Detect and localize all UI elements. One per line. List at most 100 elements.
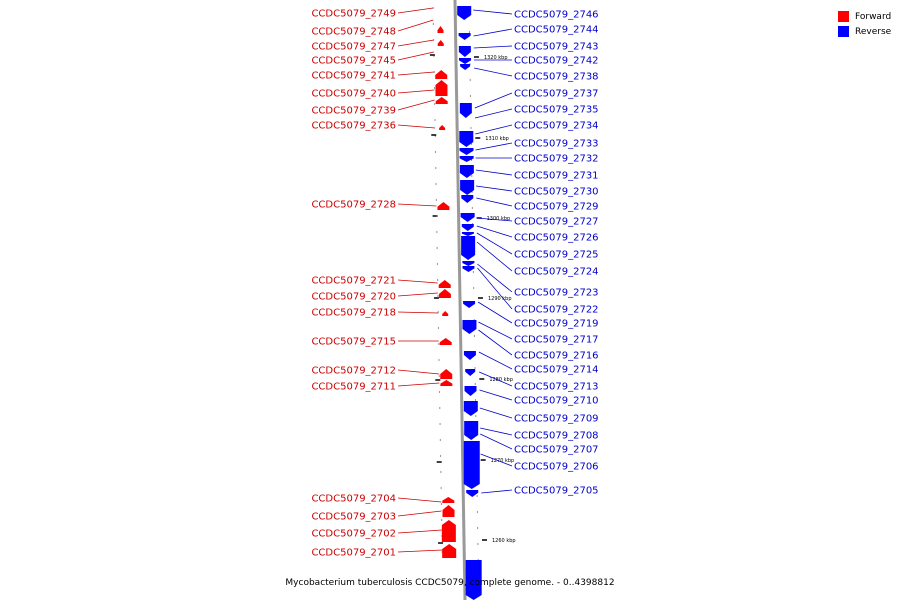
reverse-gene-label: CCDC5079_2705 — [514, 486, 599, 497]
reverse-gene-label: CCDC5079_2730 — [514, 187, 599, 198]
reverse-gene-glyph — [463, 401, 478, 416]
reverse-gene-label: CCDC5079_2735 — [514, 105, 599, 116]
reverse-leader-line — [474, 67, 513, 77]
reverse-gene-glyph — [460, 64, 471, 70]
forward-gene-glyph — [435, 97, 448, 104]
reverse-gene-label: CCDC5079_2717 — [514, 335, 599, 346]
scale-tick-label: 1290 kbp — [488, 296, 512, 302]
reverse-gene-label: CCDC5079_2738 — [514, 72, 599, 83]
reverse-gene-label: CCDC5079_2706 — [514, 462, 599, 473]
forward-gene-label: CCDC5079_2712 — [311, 366, 396, 377]
guide-dot — [475, 415, 477, 417]
reverse-gene-label: CCDC5079_2744 — [514, 25, 599, 36]
scale-tick-label: 1270 kbp — [491, 458, 515, 464]
forward-gene-label: CCDC5079_2715 — [311, 337, 396, 348]
forward-leader-line — [397, 89, 435, 94]
reverse-gene-label: CCDC5079_2746 — [514, 10, 599, 21]
forward-leader-line — [397, 549, 443, 553]
reverse-leader-line — [480, 427, 513, 436]
gene-layer — [435, 6, 482, 600]
guide-dot — [440, 503, 442, 505]
guide-dot — [438, 343, 440, 345]
forward-gene-glyph — [435, 80, 448, 96]
guide-dot — [433, 87, 436, 89]
forward-gene-label: CCDC5079_2703 — [311, 512, 396, 523]
reverse-gene-glyph — [463, 351, 476, 360]
reverse-leader-line — [476, 217, 513, 222]
guide-dot — [471, 207, 473, 209]
guide-dot — [437, 327, 440, 329]
forward-leader-line — [397, 311, 439, 314]
forward-leader-line — [397, 124, 436, 129]
reverse-leader-line — [476, 232, 513, 255]
guide-dot — [436, 231, 438, 233]
forward-gene-glyph — [439, 338, 452, 345]
reverse-gene-label: CCDC5079_2716 — [514, 351, 599, 362]
forward-gene-label: CCDC5079_2739 — [311, 106, 396, 117]
forward-leader-line — [397, 292, 438, 297]
reverse-leader-line — [480, 433, 513, 450]
reverse-gene-glyph — [460, 180, 475, 195]
reverse-gene-glyph — [464, 386, 477, 396]
reverse-leader-line — [476, 185, 513, 192]
reverse-gene-label: CCDC5079_2729 — [514, 202, 599, 213]
reverse-leader-line — [478, 351, 513, 370]
reverse-gene-label: CCDC5079_2714 — [514, 365, 599, 376]
guide-dot — [476, 511, 478, 513]
reverse-leader-line — [481, 489, 513, 494]
reverse-gene-glyph — [459, 131, 474, 147]
guide-dot — [477, 527, 479, 529]
forward-gene-glyph — [441, 520, 456, 542]
reverse-gene-glyph — [459, 165, 474, 178]
forward-gene-glyph — [440, 380, 453, 386]
reverse-gene-glyph — [466, 490, 479, 497]
reverse-gene-label: CCDC5079_2719 — [514, 319, 599, 330]
scale-tick-label: 1320 kbp — [484, 55, 508, 61]
forward-gene-label: CCDC5079_2745 — [311, 56, 396, 67]
forward-gene-label: CCDC5079_2718 — [311, 308, 396, 319]
reverse-leader-line — [478, 321, 513, 340]
forward-leader-line — [397, 369, 440, 375]
reverse-gene-glyph — [461, 232, 474, 236]
forward-gene-glyph — [440, 369, 453, 379]
reverse-leader-line — [477, 263, 513, 293]
guide-dot — [435, 199, 437, 201]
forward-gene-label: CCDC5079_2736 — [311, 121, 396, 132]
forward-gene-glyph — [437, 26, 444, 33]
reverse-swatch — [838, 26, 849, 37]
forward-leader-line — [397, 19, 434, 32]
reverse-gene-label: CCDC5079_2707 — [514, 445, 599, 456]
reverse-leader-line — [479, 371, 513, 387]
scale-tick-label: 1300 kbp — [487, 216, 511, 222]
forward-gene-glyph — [437, 202, 450, 210]
forward-leader-line — [397, 71, 435, 76]
legend: Forward Reverse — [838, 9, 891, 39]
reverse-leader-line — [479, 407, 513, 419]
guide-dot — [440, 455, 442, 457]
reverse-leader-line — [474, 108, 513, 119]
guide-dot — [474, 367, 476, 369]
legend-label-forward: Forward — [855, 11, 892, 22]
forward-gene-glyph — [442, 497, 455, 503]
reverse-leader-line — [474, 92, 513, 109]
guide-dot — [470, 143, 472, 145]
reverse-gene-glyph — [460, 213, 475, 222]
guide-dot — [436, 247, 438, 249]
guide-dot — [469, 95, 472, 97]
reverse-leader-line — [478, 329, 513, 356]
guide-dot — [470, 127, 472, 129]
guide-dot — [468, 31, 470, 33]
guide-dot — [439, 407, 441, 409]
guide-dot — [440, 471, 442, 473]
reverse-leader-line — [475, 124, 513, 135]
guide-dot — [440, 487, 442, 489]
reverse-gene-label: CCDC5079_2732 — [514, 154, 599, 165]
guide-dot — [433, 55, 435, 57]
reverse-leader-line — [479, 389, 513, 401]
guide-dot — [437, 311, 439, 313]
legend-item-reverse: Reverse — [838, 24, 891, 39]
reverse-gene-glyph — [457, 6, 472, 20]
forward-gene-label: CCDC5079_2748 — [311, 27, 396, 38]
legend-label-reverse: Reverse — [855, 26, 892, 37]
